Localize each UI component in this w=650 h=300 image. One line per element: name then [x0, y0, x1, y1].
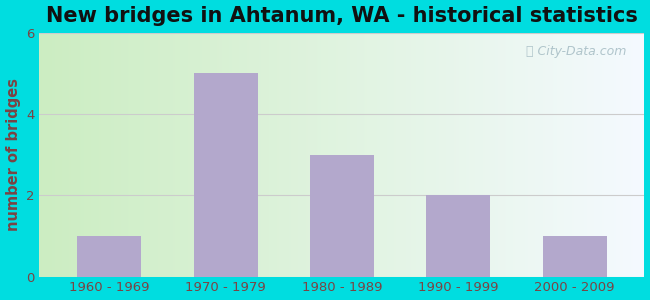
Y-axis label: number of bridges: number of bridges: [6, 78, 21, 231]
Title: New bridges in Ahtanum, WA - historical statistics: New bridges in Ahtanum, WA - historical …: [46, 6, 638, 26]
Text: ⓘ City-Data.com: ⓘ City-Data.com: [526, 45, 627, 58]
Bar: [194, 73, 257, 277]
Bar: [543, 236, 606, 277]
Bar: [77, 236, 141, 277]
Bar: [310, 154, 374, 277]
Bar: [426, 195, 490, 277]
